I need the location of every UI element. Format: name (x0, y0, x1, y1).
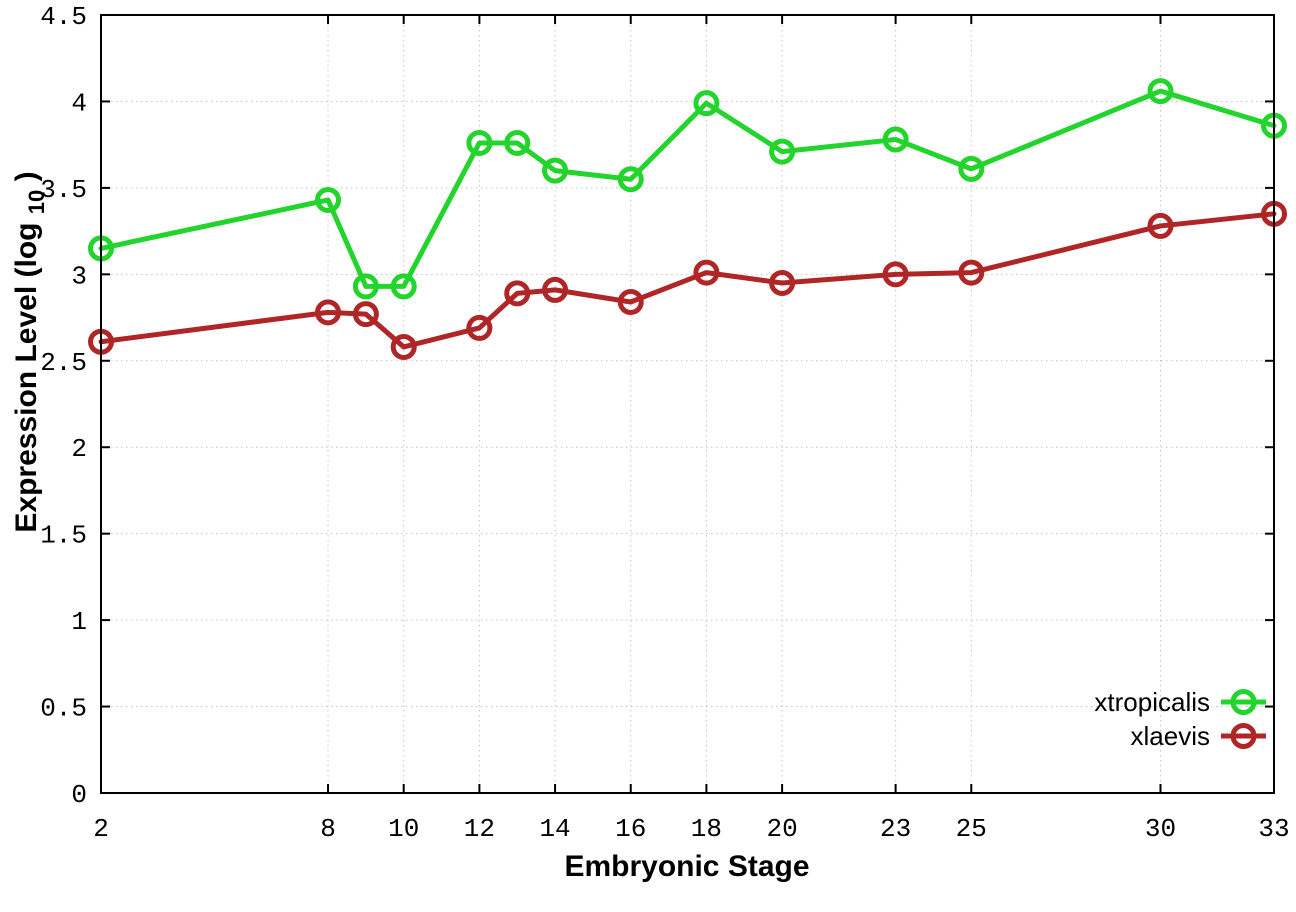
x-tick-label: 16 (615, 814, 646, 844)
data-point-xlaevis (504, 280, 531, 307)
x-tick-label: 14 (539, 814, 570, 844)
data-point-xlaevis (693, 259, 720, 286)
data-point-xlaevis (315, 299, 342, 326)
legend-label-xtropicalis: xtropicalis (1094, 687, 1210, 717)
x-tick-label: 25 (956, 814, 987, 844)
x-tick-label: 20 (766, 814, 797, 844)
series-line-xlaevis (98, 211, 1277, 350)
data-point-xlaevis (769, 269, 796, 296)
x-tick-label: 12 (464, 814, 495, 844)
data-point-xtropicalis (466, 129, 493, 156)
x-tick-label: 33 (1258, 814, 1289, 844)
data-point-xtropicalis (958, 155, 985, 182)
data-point-xlaevis (352, 301, 379, 328)
x-tick-label: 23 (880, 814, 911, 844)
x-tick-label: 8 (320, 814, 336, 844)
data-series (88, 78, 1287, 360)
data-point-xlaevis (882, 261, 909, 288)
data-point-xlaevis (542, 276, 569, 303)
x-tick-label: 2 (93, 814, 109, 844)
data-point-xlaevis (390, 333, 417, 360)
y-tick-label: 2 (71, 434, 87, 464)
x-tick-label: 18 (691, 814, 722, 844)
data-point-xlaevis (1147, 212, 1174, 239)
y-tick-label: 4 (71, 88, 87, 118)
plot-border (100, 14, 1275, 794)
legend: xtropicalis xlaevis (1094, 687, 1266, 751)
data-point-xtropicalis (769, 138, 796, 165)
data-point-xlaevis (466, 314, 493, 341)
y-tick-label: 1 (71, 607, 87, 637)
y-tick-label: 2.5 (40, 348, 87, 378)
y-tick-label: 0 (71, 780, 87, 810)
data-point-xtropicalis (315, 186, 342, 213)
y-tick-label: 3 (71, 261, 87, 291)
y-tick-label: 4.5 (40, 2, 87, 32)
data-point-xtropicalis (542, 157, 569, 184)
y-axis-title-subscript: 10 (24, 190, 49, 214)
x-tick-label: 30 (1145, 814, 1176, 844)
plot-frame (100, 14, 1275, 794)
gridlines (100, 14, 1275, 794)
data-point-xtropicalis (617, 166, 644, 193)
legend-marker-xtropicalis (1230, 689, 1257, 715)
tick-labels: 2 8 10 12 14 16 18 20 23 25 30 33 0 0.5 1 1.5 2 2.5 3 3.5 4 4… (40, 2, 1289, 844)
data-point-xtropicalis (1147, 78, 1174, 105)
legend-marker-xlaevis (1230, 723, 1257, 749)
data-point-xlaevis (617, 288, 644, 315)
y-axis-title-text: Expression Level (log (10, 223, 43, 533)
x-axis-title: Embryonic Stage (564, 850, 809, 883)
y-tick-label: 1.5 (40, 521, 87, 551)
legend-label-xlaevis: xlaevis (1131, 721, 1210, 751)
x-tick-label: 10 (388, 814, 419, 844)
data-point-xlaevis (958, 259, 985, 286)
y-tick-label: 3.5 (40, 175, 87, 205)
data-point-xtropicalis (882, 126, 909, 153)
data-point-xtropicalis (504, 129, 531, 156)
series-line-xtropicalis (98, 88, 1277, 289)
y-axis-title-paren: ) (10, 171, 43, 181)
data-point-xtropicalis (352, 273, 379, 300)
data-point-xtropicalis (693, 90, 720, 117)
y-tick-label: 0.5 (40, 694, 87, 724)
y-axis-title: Expression Level (log 10 ) (10, 171, 51, 532)
data-point-xtropicalis (390, 273, 417, 300)
